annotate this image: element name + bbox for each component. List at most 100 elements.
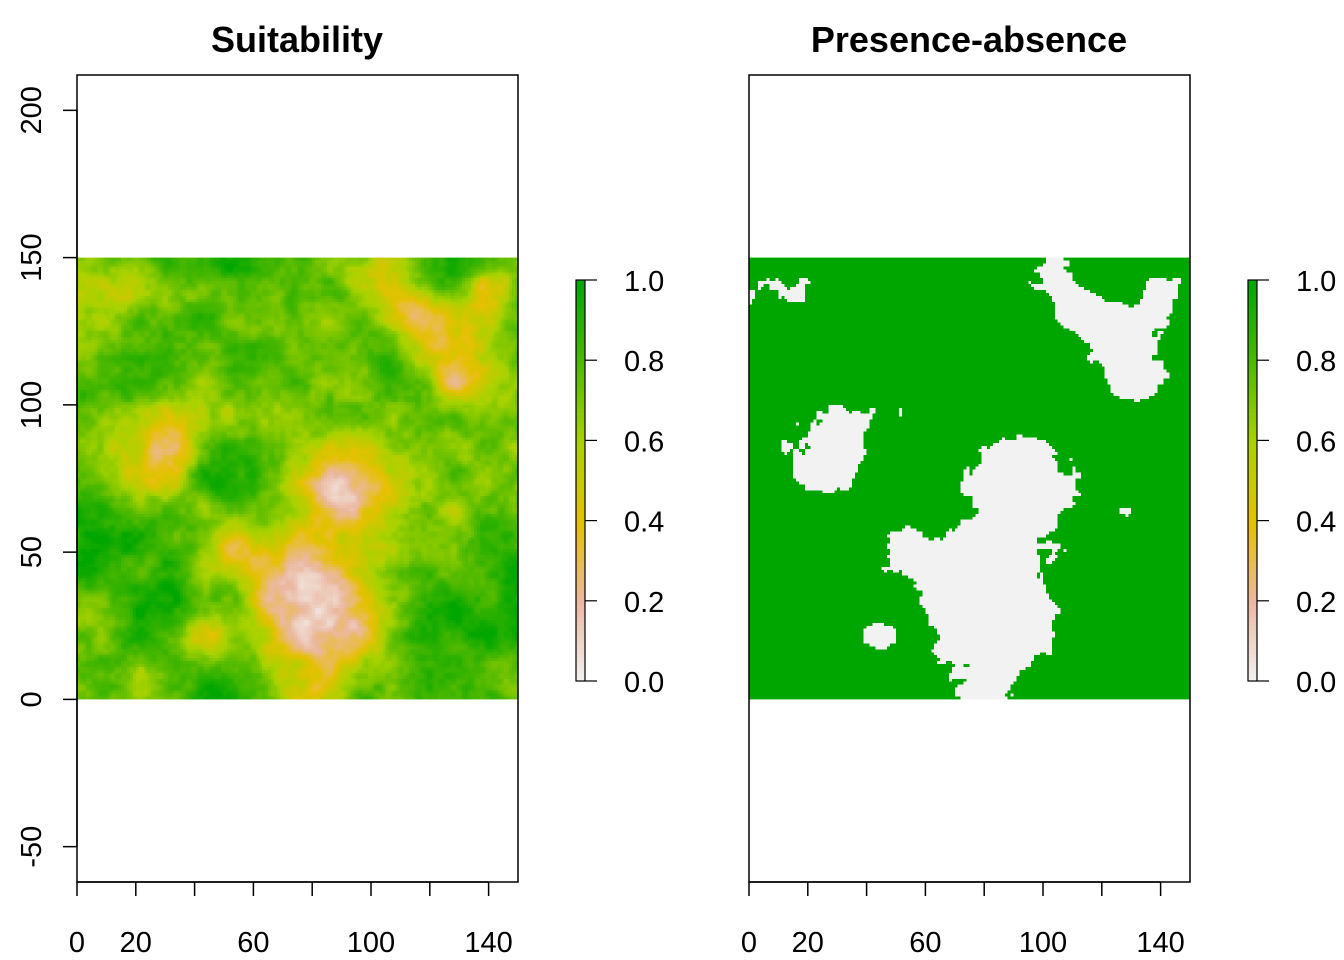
colorbar-segment [576,596,585,602]
colorbar-segment [576,548,585,554]
colorbar-segment [576,312,585,317]
colorbar-segment [1248,312,1257,317]
colorbar-segment [576,432,585,437]
x-tick-label: 100 [1019,927,1067,959]
x-tick-label: 60 [237,927,269,959]
colorbar-segment [576,324,585,329]
colorbar-segment [1248,672,1257,678]
colorbar-segment [576,408,585,413]
suitability-y-axis: -50 0 50 100 150 200 [16,86,78,868]
colorbar-tick-label: 0.0 [624,667,664,699]
colorbar-segment [1248,456,1257,462]
x-tick-label: 0 [69,927,85,959]
colorbar-segment [1248,508,1257,514]
colorbar-segment [1248,388,1257,393]
y-tick-label: 200 [16,86,48,134]
colorbar-segment [576,416,585,421]
colorbar-segment [1248,448,1257,454]
colorbar-segment [576,664,585,670]
colorbar-segment [576,672,585,678]
colorbar-tick-label: 0.8 [624,346,664,378]
colorbar-segment [576,340,585,345]
x-tick-label: 0 [741,927,757,959]
colorbar-segment [576,540,585,546]
colorbar-segment [576,400,585,405]
colorbar-tick-label: 0.6 [624,426,664,458]
colorbar-segment [1248,336,1257,341]
colorbar-segment [576,488,585,494]
colorbar-segment [576,588,585,594]
colorbar-segment [576,556,585,562]
colorbar-segment [576,484,585,490]
colorbar-segment [576,668,585,674]
colorbar-segment [576,536,585,542]
colorbar-segment [576,512,585,518]
suitability-colorbar: 0.0 0.2 0.4 0.6 0.8 1.0 [575,266,664,699]
colorbar-segment [576,364,585,369]
colorbar-segment [1248,380,1257,385]
colorbar-segment [576,560,585,566]
colorbar-segment [1248,432,1257,437]
colorbar-segment [1248,436,1257,441]
y-tick-label: 50 [16,536,48,568]
colorbar-segment [576,396,585,401]
colorbar-segment [576,504,585,510]
colorbar-segment [1248,540,1257,546]
colorbar-segment [576,604,585,610]
colorbar-segment [1248,636,1257,642]
colorbar-segment [1248,452,1257,458]
colorbar-segment [1248,440,1257,446]
colorbar-segment [576,384,585,389]
colorbar-segment [576,456,585,462]
colorbar-segment [576,564,585,570]
colorbar-segment [1248,536,1257,542]
colorbar-segment [576,404,585,409]
colorbar-segment [1248,588,1257,594]
colorbar-tick-label: 0.4 [1296,507,1336,539]
colorbar-segment [576,368,585,373]
colorbar-segment [1248,376,1257,381]
colorbar-segment [576,284,585,289]
colorbar-tick-label: 0.4 [624,507,664,539]
colorbar-segment [1248,396,1257,401]
colorbar-segment [1248,644,1257,650]
colorbar-segment [576,380,585,385]
colorbar-segment [576,656,585,662]
colorbar-segment [1248,648,1257,654]
colorbar-segment [576,332,585,337]
presence-absence-title: Presence-absence [811,19,1127,60]
colorbar-segment [1248,332,1257,337]
colorbar-segment [576,584,585,590]
colorbar-segment [1248,472,1257,478]
colorbar-segment [1248,476,1257,482]
suitability-title: Suitability [211,19,383,60]
colorbar-segment [1248,464,1257,470]
colorbar-segment [1248,384,1257,389]
colorbar-segment [576,640,585,646]
colorbar-segment [1248,360,1257,365]
y-tick-label: 0 [16,691,48,707]
colorbar-segment [576,636,585,642]
colorbar-tick-label: 0.8 [1296,346,1336,378]
colorbar-segment [1248,292,1257,297]
colorbar-segment [576,436,585,441]
colorbar-segment [576,524,585,530]
colorbar-segment [1248,324,1257,329]
colorbar-segment [576,616,585,622]
colorbar-tick-label: 0.2 [1296,587,1336,619]
colorbar-segment [1248,284,1257,289]
colorbar-segment [1248,576,1257,582]
colorbar-segment [576,476,585,482]
colorbar-segment [1248,340,1257,345]
colorbar-segment [1248,612,1257,618]
colorbar-segment [1248,660,1257,666]
colorbar-segment [576,500,585,506]
colorbar-segment [576,316,585,321]
x-tick-label: 20 [792,927,824,959]
colorbar-segment [576,328,585,333]
colorbar-segment [1248,492,1257,498]
colorbar-segment [1248,656,1257,662]
colorbar-segment [1248,556,1257,562]
colorbar-segment [576,544,585,550]
